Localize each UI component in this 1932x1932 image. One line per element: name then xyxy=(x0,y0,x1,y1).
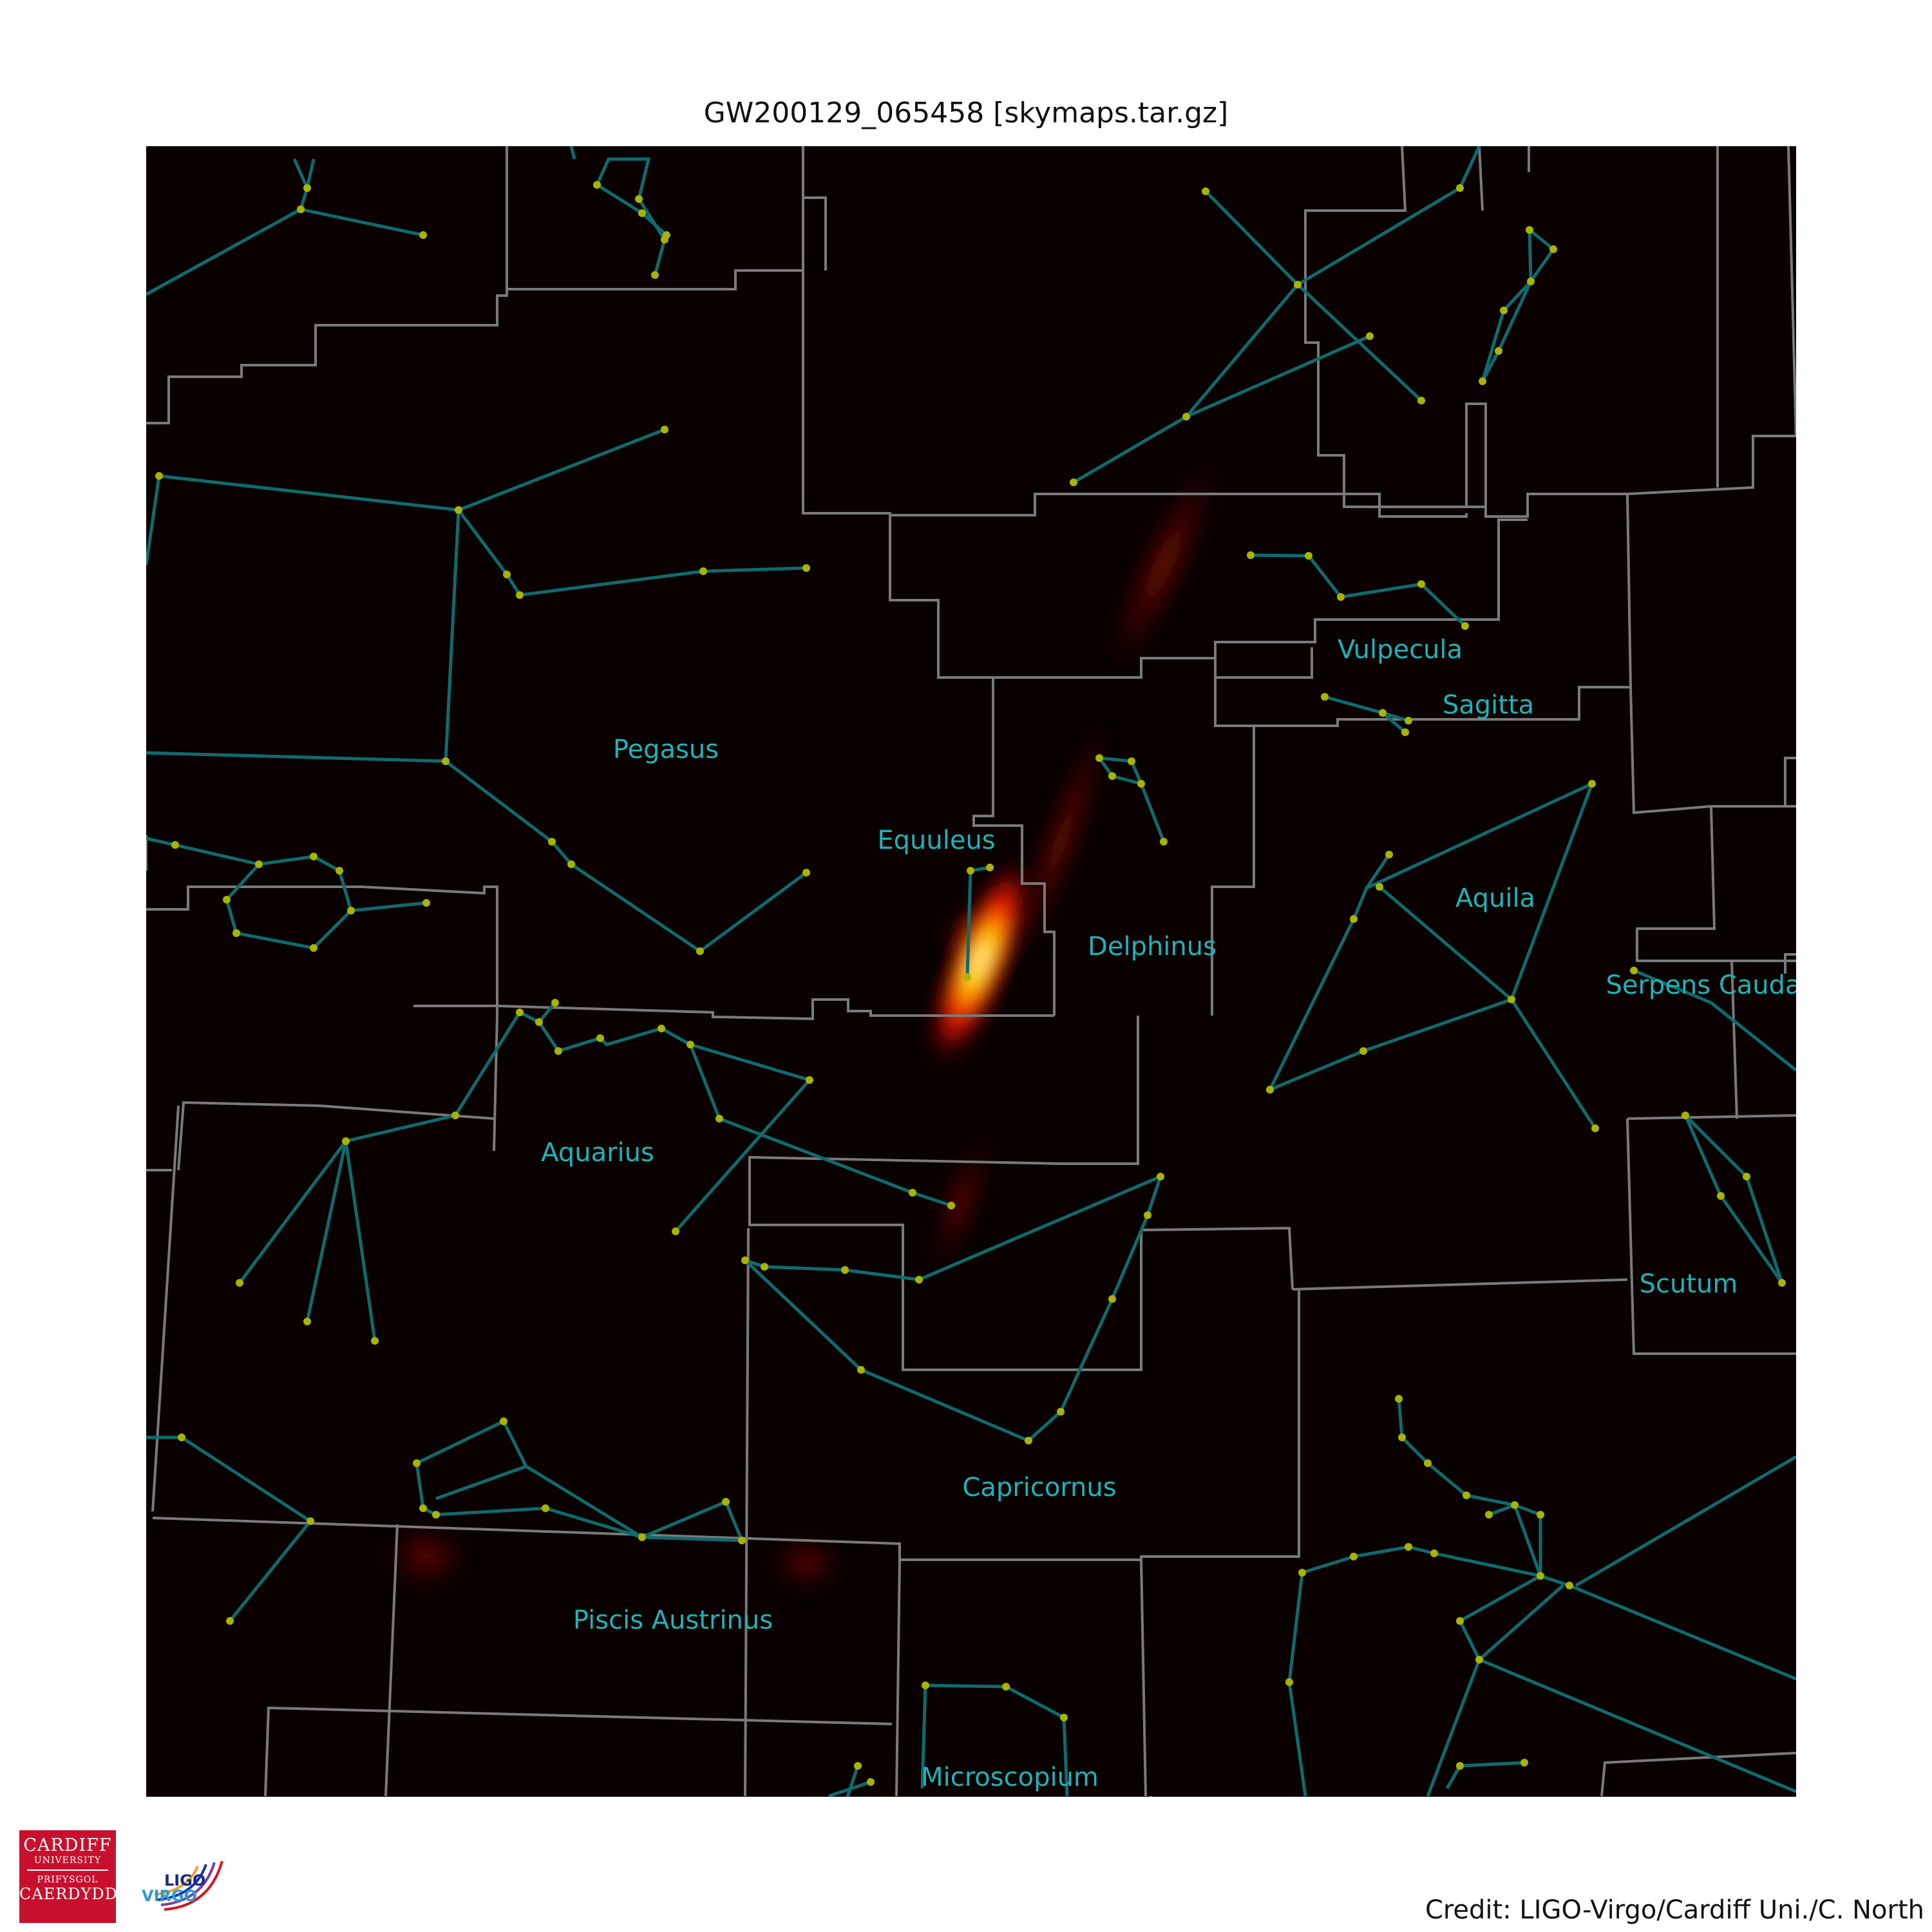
stars xyxy=(155,181,1786,1786)
label-delphinus: Delphinus xyxy=(1088,932,1217,961)
map-title: GW200129_065458 [skymaps.tar.gz] xyxy=(703,97,1229,129)
credit-text: Credit: LIGO-Virgo/Cardiff Uni./C. North xyxy=(1425,1895,1924,1925)
label-pegasus: Pegasus xyxy=(612,735,719,764)
label-equuleus: Equuleus xyxy=(877,826,996,855)
svg-text:LIGO: LIGO xyxy=(164,1871,205,1889)
label-vulpecula: Vulpecula xyxy=(1337,635,1463,665)
svg-text:VIRGO: VIRGO xyxy=(142,1887,197,1905)
label-sagitta: Sagitta xyxy=(1442,690,1535,720)
ligo-virgo-logo: LIGO VIRGO xyxy=(138,1848,235,1919)
label-microscopium: Microscopium xyxy=(921,1763,1099,1792)
constellation-lines xyxy=(146,146,1796,1797)
label-serpens-cauda: Serpens Cauda xyxy=(1605,971,1796,1000)
probability-peak xyxy=(930,858,1030,1063)
label-aquarius: Aquarius xyxy=(541,1138,654,1168)
label-scutum: Scutum xyxy=(1639,1269,1738,1299)
constellation-boundaries xyxy=(146,146,1796,1797)
label-aquila: Aquila xyxy=(1455,884,1536,913)
sky-map[interactable]: Pegasus Equuleus Delphinus Vulpecula Sag… xyxy=(146,146,1796,1797)
label-capricornus: Capricornus xyxy=(962,1473,1117,1502)
sky-map-canvas xyxy=(146,146,1796,1797)
cardiff-university-logo: CARDIFF UNIVERSITY PRIFYSGOL CAERDYDD xyxy=(19,1830,117,1923)
label-piscis-austrinus: Piscis Austrinus xyxy=(573,1605,773,1635)
probability-region xyxy=(381,453,1221,1592)
